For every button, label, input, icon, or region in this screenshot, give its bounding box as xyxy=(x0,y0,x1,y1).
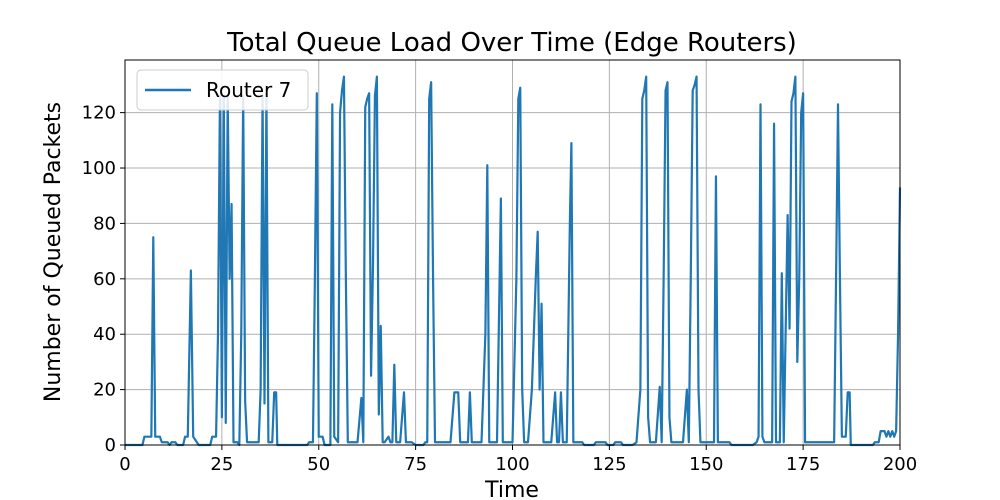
series-line-router-7 xyxy=(125,75,902,447)
x-tick-label: 0 xyxy=(119,454,130,475)
x-tick-label: 25 xyxy=(210,454,233,475)
y-tick-label: 0 xyxy=(105,435,116,456)
y-tick-label: 100 xyxy=(82,158,116,179)
y-tick-label: 40 xyxy=(93,324,116,345)
x-tick-label: 50 xyxy=(307,454,330,475)
chart-title: Total Queue Load Over Time (Edge Routers… xyxy=(226,28,797,58)
x-tick-label: 200 xyxy=(883,454,917,475)
y-tick-label: 60 xyxy=(93,269,116,290)
x-tick-label: 175 xyxy=(786,454,820,475)
y-tick-label: 80 xyxy=(93,213,116,234)
x-tick-label: 150 xyxy=(689,454,723,475)
y-axis-ticks: 0 20 40 60 80 100 120 xyxy=(82,103,125,456)
legend-box xyxy=(136,69,309,111)
series-layer xyxy=(125,75,902,447)
x-axis-ticks: 0 25 50 75 100 125 150 175 200 xyxy=(119,445,917,475)
legend-label: Router 7 xyxy=(206,78,291,102)
legend: Router 7 xyxy=(136,69,309,111)
y-axis-label: Number of Queued Packets xyxy=(41,102,66,402)
x-tick-label: 125 xyxy=(592,454,626,475)
x-tick-label: 100 xyxy=(495,454,529,475)
x-tick-label: 75 xyxy=(404,454,427,475)
y-tick-label: 120 xyxy=(82,103,116,124)
y-tick-label: 20 xyxy=(93,380,116,401)
x-axis-label: Time xyxy=(484,478,539,500)
